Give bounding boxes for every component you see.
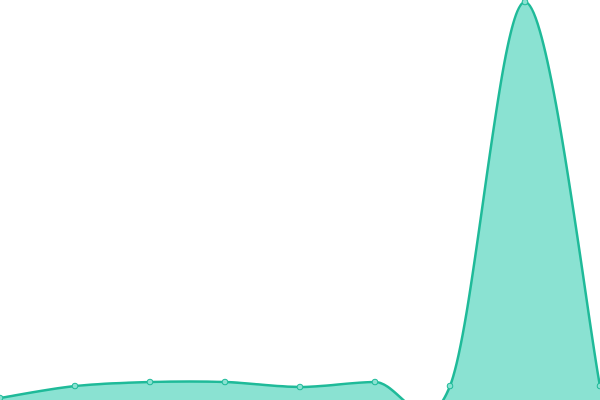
data-point	[596, 382, 600, 390]
data-point	[296, 383, 304, 391]
data-point	[146, 378, 154, 386]
data-point	[521, 0, 529, 6]
data-point	[221, 378, 229, 386]
data-point	[371, 378, 379, 386]
data-point	[71, 382, 79, 390]
data-point	[446, 382, 454, 390]
data-point	[0, 394, 4, 400]
